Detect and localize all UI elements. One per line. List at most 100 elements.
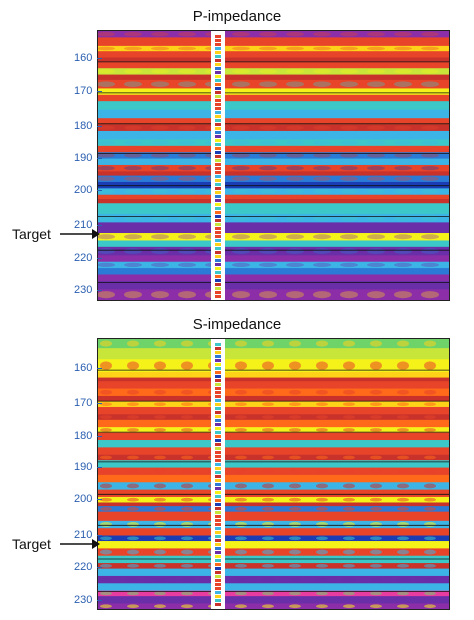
texture-blob — [421, 215, 439, 221]
well-log-sample — [215, 351, 221, 354]
texture-blob — [181, 361, 193, 370]
texture-blob — [98, 32, 115, 37]
texture-blob — [181, 507, 193, 511]
panel-title: P-impedance — [192, 8, 282, 25]
texture-blob — [127, 497, 139, 502]
well-log-sample — [215, 519, 221, 522]
texture-blob — [340, 275, 358, 280]
texture-blob — [424, 522, 436, 527]
depth-tick-label: 200 — [74, 184, 93, 196]
texture-blob — [181, 564, 193, 568]
panel-title: S-impedance — [192, 316, 282, 333]
texture-blob — [370, 536, 382, 541]
texture-blob — [178, 234, 196, 240]
texture-blob — [232, 46, 250, 51]
texture-blob — [151, 248, 169, 254]
texture-blob — [154, 402, 166, 407]
texture-blob — [98, 69, 115, 74]
texture-blob — [178, 125, 196, 130]
well-log-sample — [215, 283, 221, 286]
well-log-sample — [215, 43, 221, 46]
texture-blob — [100, 497, 112, 502]
well-log-sample — [215, 143, 221, 146]
well-log-sample — [215, 75, 221, 78]
texture-blob — [316, 577, 328, 583]
texture-blob — [289, 361, 301, 370]
well-log-sample — [215, 227, 221, 230]
impedance-band — [98, 164, 449, 172]
well-log-sample — [215, 99, 221, 102]
texture-blob — [370, 441, 382, 447]
well-log-sample — [215, 255, 221, 258]
depth-tick-label: 220 — [74, 252, 93, 264]
texture-blob — [367, 248, 385, 254]
texture-blob — [259, 32, 277, 37]
texture-blob — [289, 415, 301, 419]
texture-blob — [316, 497, 328, 502]
well-log-sample — [215, 347, 221, 350]
texture-blob — [340, 215, 358, 221]
texture-blob — [313, 262, 331, 268]
texture-blob — [313, 291, 331, 299]
texture-blob — [286, 166, 304, 171]
texture-blob — [262, 564, 274, 568]
texture-blob — [343, 564, 355, 568]
texture-blob — [178, 176, 196, 181]
texture-blob — [235, 389, 247, 395]
well-log-sample — [215, 371, 221, 374]
well-log-sample — [215, 355, 221, 358]
texture-blob — [316, 536, 328, 541]
depth-tick-label: 160 — [74, 52, 93, 64]
impedance-band — [98, 139, 449, 147]
well-log-sample — [215, 231, 221, 234]
texture-blob — [100, 483, 112, 489]
texture-blob — [289, 402, 301, 407]
texture-blob — [313, 81, 331, 87]
texture-blob — [316, 483, 328, 489]
well-log-sample — [215, 191, 221, 194]
well-log-sample — [215, 55, 221, 58]
texture-blob — [286, 69, 304, 74]
depth-tick-label: 170 — [74, 397, 93, 409]
well-log-sample — [215, 207, 221, 210]
texture-blob — [424, 389, 436, 395]
texture-blob — [154, 577, 166, 583]
impedance-band — [98, 175, 449, 183]
texture-blob — [259, 189, 277, 194]
texture-blob — [367, 32, 385, 37]
texture-blob — [397, 507, 409, 511]
texture-blob — [232, 275, 250, 280]
depth-tick-mark — [97, 368, 102, 369]
texture-blob — [370, 507, 382, 511]
texture-blob — [286, 262, 304, 268]
texture-blob — [370, 389, 382, 395]
texture-blob — [235, 468, 247, 474]
impedance-band — [98, 222, 449, 234]
depth-tick-label: 190 — [74, 461, 93, 473]
texture-blob — [100, 340, 112, 347]
texture-blob — [394, 166, 412, 171]
well-log-sample — [215, 483, 221, 486]
texture-blob — [289, 591, 301, 596]
texture-blob — [235, 455, 247, 460]
texture-blob — [343, 522, 355, 527]
depth-tick-mark — [97, 290, 102, 291]
texture-blob — [259, 125, 277, 130]
s-impedance-panel: S-impedance 160 170 180 190 200 210 220 230 Tar… — [0, 310, 474, 620]
texture-blob — [100, 428, 112, 432]
texture-blob — [289, 428, 301, 432]
well-log-sample — [215, 563, 221, 566]
texture-blob — [316, 340, 328, 347]
texture-blob — [421, 125, 439, 130]
texture-blob — [424, 441, 436, 447]
texture-blob — [424, 483, 436, 489]
texture-blob — [421, 32, 439, 37]
texture-blob — [313, 215, 331, 221]
depth-tick-label: 200 — [74, 493, 93, 505]
texture-blob — [178, 153, 196, 158]
well-log-sample — [215, 131, 221, 134]
texture-blob — [151, 166, 169, 171]
well-log-sample — [215, 455, 221, 458]
impedance-band — [98, 447, 449, 456]
texture-blob — [178, 81, 196, 87]
